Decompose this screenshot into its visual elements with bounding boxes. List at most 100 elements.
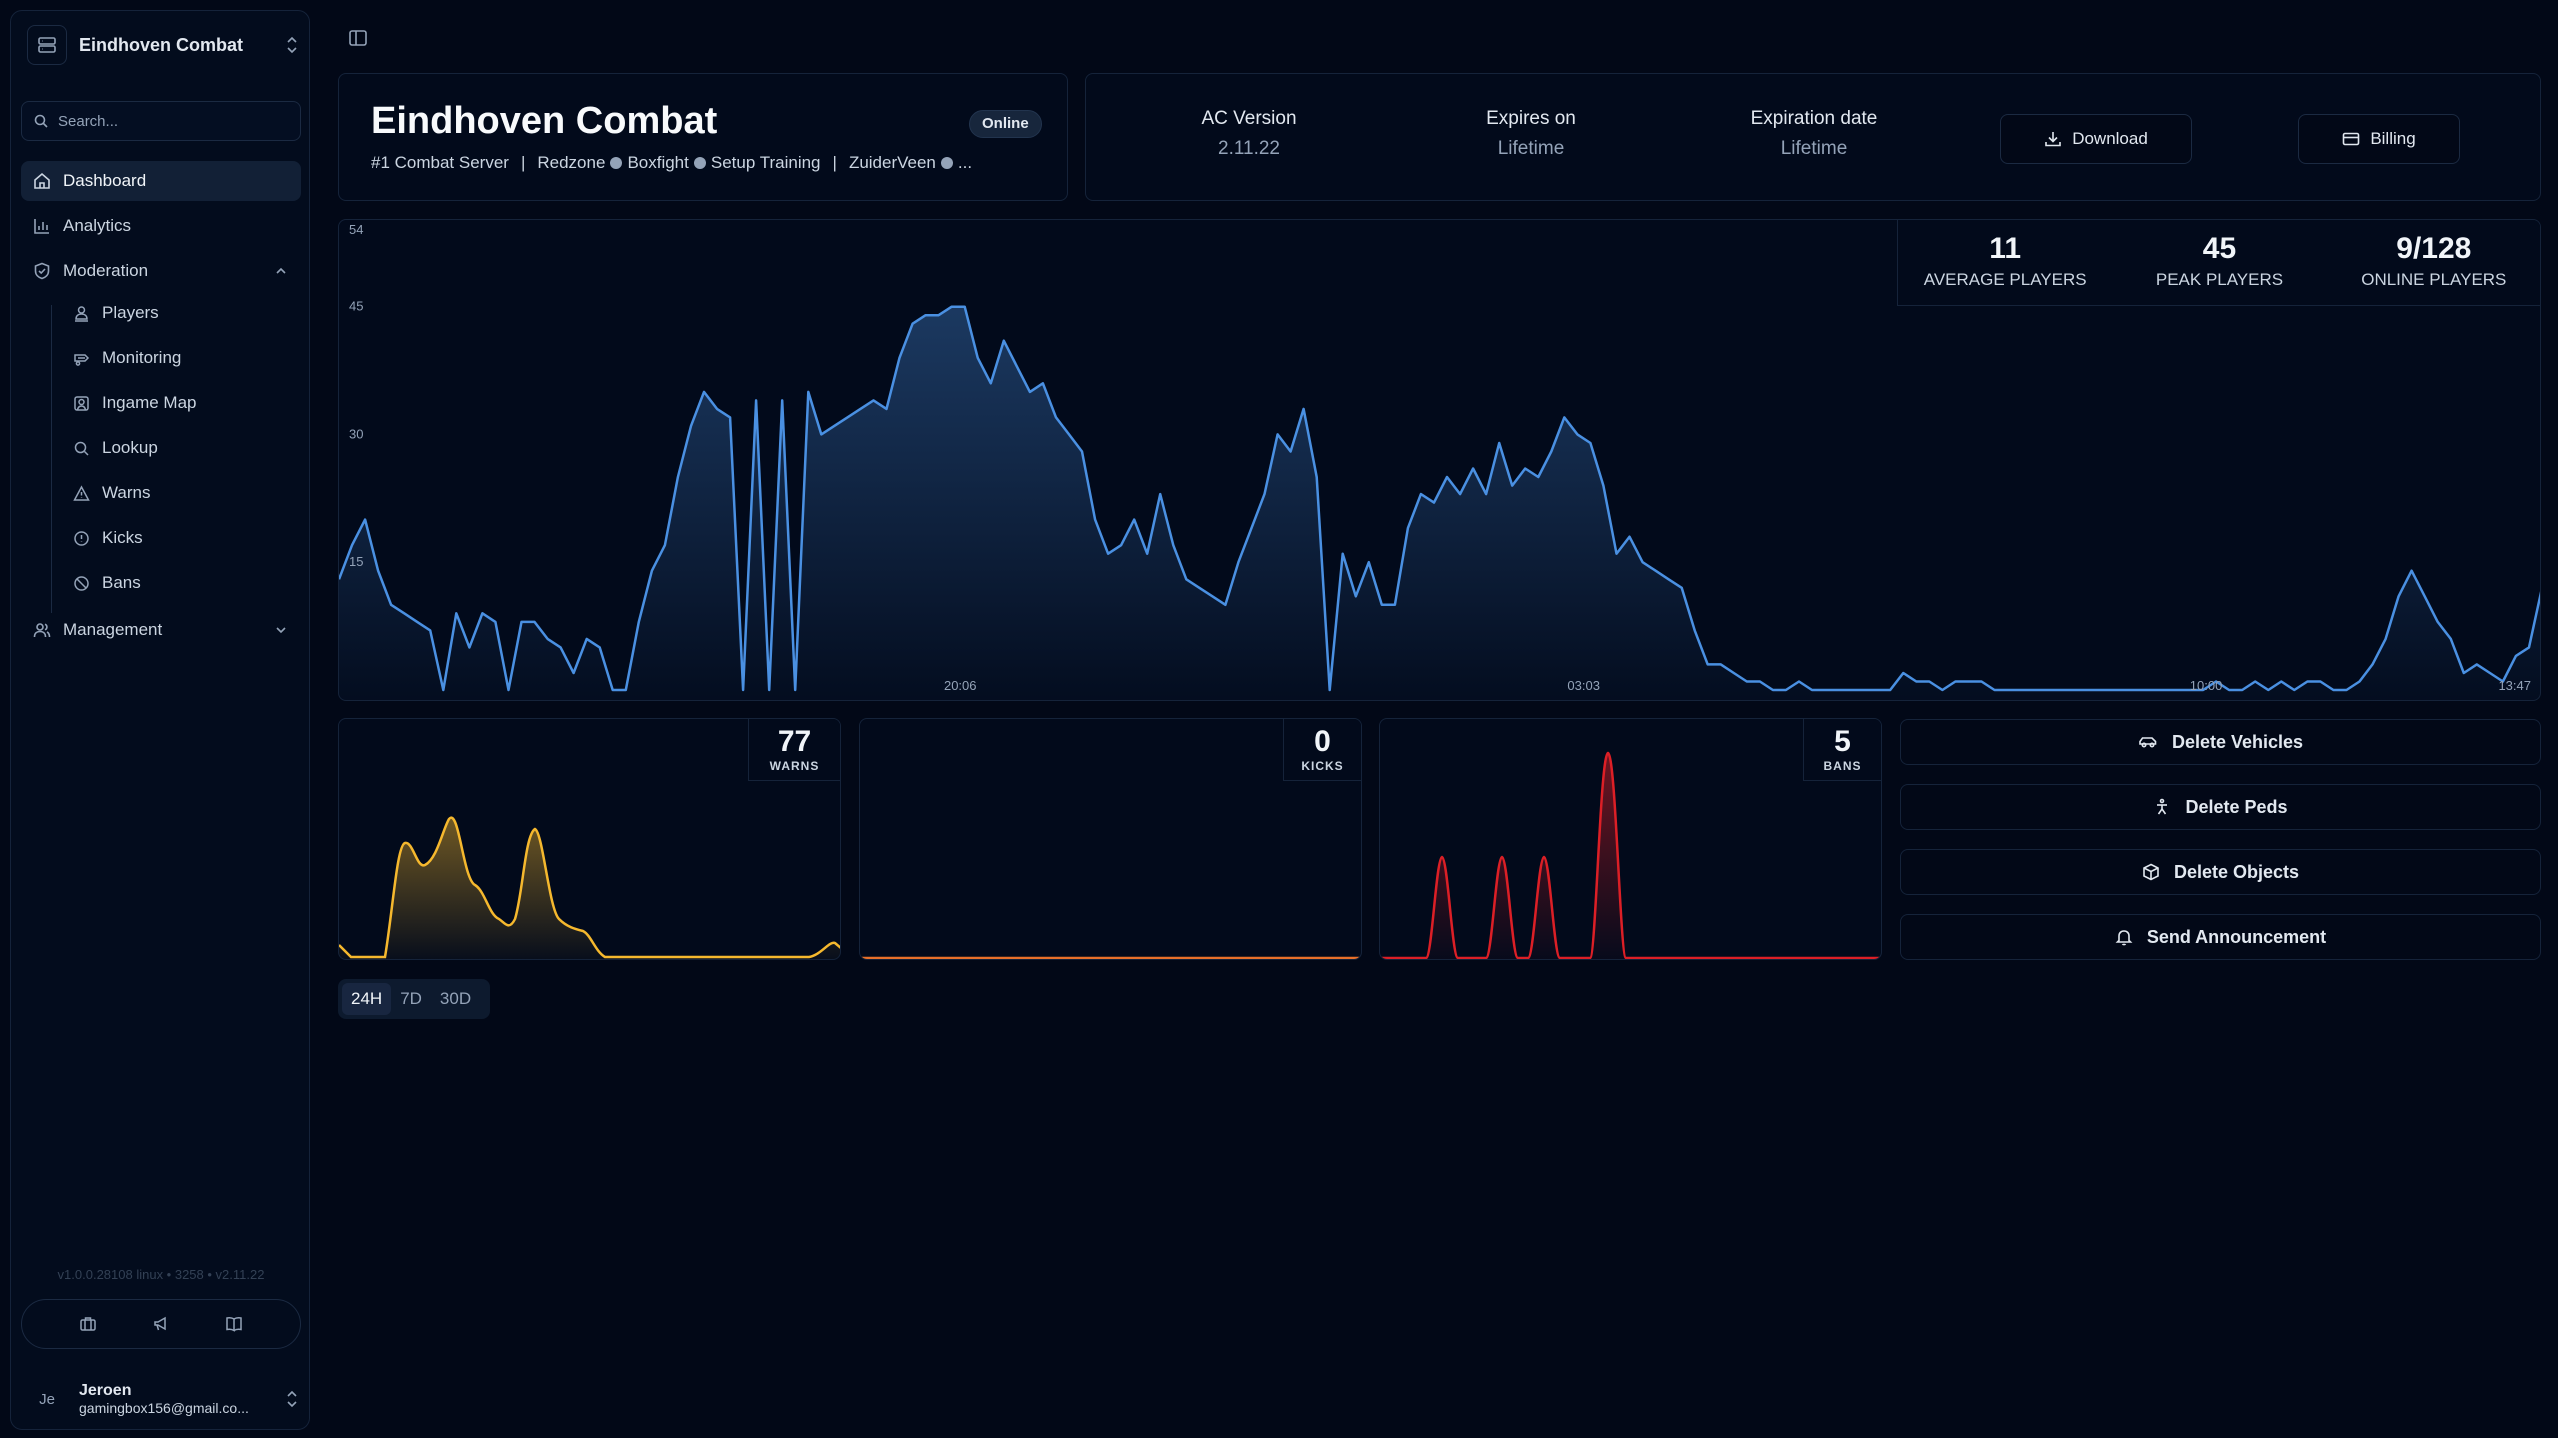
online-players-label: ONLINE PLAYERS (2361, 270, 2507, 289)
delete-peds-button[interactable]: Delete Peds (1900, 784, 2541, 830)
range-24h-button[interactable]: 24H (342, 983, 392, 1015)
search-input[interactable] (56, 111, 276, 131)
y-tick-label: 54 (349, 222, 363, 237)
bans-line (1380, 751, 1881, 959)
location-tag: ZuiderVeen (848, 153, 936, 172)
user-info: Jeroen gamingbox156@gmail.co... (79, 1382, 277, 1416)
online-players-value: 9/128 (2396, 232, 2472, 265)
billing-label: Billing (2370, 129, 2416, 148)
download-label: Download (2072, 129, 2148, 148)
players-chart: 54 45 30 15 20:06 03:03 10:00 13:47 (339, 222, 2540, 700)
book-button[interactable] (214, 1304, 254, 1344)
nav-kicks-label: Kicks (102, 528, 143, 547)
range-7d-button[interactable]: 7D (400, 989, 422, 1008)
bans-count: 5 (1834, 725, 1851, 758)
y-tick-label: 45 (349, 299, 363, 314)
dot-icon (610, 157, 623, 169)
avatar: Je (39, 1390, 55, 1408)
kicks-chart (860, 956, 1361, 959)
nav-monitoring[interactable]: Monitoring (61, 338, 301, 378)
server-subtitle: #1 Combat Server (371, 153, 509, 172)
delete-vehicles-button[interactable]: Delete Vehicles (1900, 719, 2541, 765)
peak-players-label: PEAK PLAYERS (2155, 270, 2284, 289)
sidebar-toggle-button[interactable] (344, 24, 372, 52)
version-info: v1.0.0.28108 linux • 3258 • v2.11.22 (57, 1267, 265, 1282)
bar-chart-icon (33, 217, 51, 235)
kicks-chart-card: 0 KICKS (859, 718, 1362, 960)
nav-lookup[interactable]: Lookup (61, 428, 301, 468)
nav-moderation-label: Moderation (63, 261, 149, 280)
briefcase-icon (80, 1317, 97, 1331)
kicks-label: KICKS (1301, 759, 1344, 773)
ac-version-label: AC Version (1201, 108, 1297, 129)
chevrons-up-down-icon (277, 35, 307, 55)
megaphone-button[interactable] (141, 1304, 181, 1344)
tag: Boxfight (627, 153, 689, 172)
players-chart-card: 54 45 30 15 20:06 03:03 10:00 13:47 11 AVERAGE … (338, 219, 2541, 701)
expiration-label: Expiration date (1750, 108, 1878, 129)
user-pin-icon (73, 305, 90, 322)
nav-bans[interactable]: Bans (61, 563, 301, 603)
separator: | (832, 153, 837, 172)
separator: | (520, 153, 526, 172)
bans-area (1380, 753, 1881, 959)
peak-players-stat: 45 PEAK PLAYERS (2112, 220, 2326, 305)
book-open-icon (225, 1317, 242, 1332)
shield-check-icon (33, 262, 51, 280)
truncation-ellipsis: ... (957, 153, 973, 172)
nav-management[interactable]: Management (21, 610, 301, 650)
tag: Redzone (537, 153, 606, 172)
nav-kicks[interactable]: Kicks (61, 518, 301, 558)
billing-button[interactable]: Billing (2298, 114, 2460, 164)
server-icon (27, 25, 67, 65)
box-icon (2143, 863, 2159, 881)
sidebar: Eindhoven Combat Dashboard Analytics Mod… (10, 10, 310, 1430)
delete-peds-label: Delete Peds (2185, 796, 2288, 817)
nav-players[interactable]: Players (61, 293, 301, 333)
x-tick-label: 03:03 (1567, 678, 1600, 693)
server-name: Eindhoven Combat (79, 34, 244, 55)
bans-label: BANS (1823, 759, 1862, 773)
nav-dashboard[interactable]: Dashboard (21, 161, 301, 201)
send-announcement-button[interactable]: Send Announcement (1900, 914, 2541, 960)
dot-icon (940, 157, 953, 169)
alert-triangle-icon (73, 484, 90, 502)
search-icon (34, 114, 48, 128)
server-tags: #1 Combat Server | Redzone Boxfight Setu… (371, 153, 972, 173)
search-box (21, 101, 301, 141)
nav-management-label: Management (63, 620, 163, 639)
range-30d-button[interactable]: 30D (439, 989, 472, 1008)
delete-objects-button[interactable]: Delete Objects (1900, 849, 2541, 895)
warns-area (339, 817, 840, 959)
user-menu[interactable]: Je Jeroen gamingbox156@gmail.co... (27, 1373, 307, 1425)
time-range-selector: 24H 7D 30D (338, 979, 490, 1019)
chevrons-up-down-icon (277, 1389, 307, 1409)
nav-ingame-map-label: Ingame Map (102, 393, 197, 412)
delete-vehicles-label: Delete Vehicles (2171, 731, 2304, 752)
users-icon (33, 621, 51, 639)
kicks-count: 0 (1314, 725, 1331, 758)
nav-lookup-label: Lookup (102, 438, 158, 457)
chevron-up-icon (273, 263, 289, 279)
nav-analytics[interactable]: Analytics (21, 206, 301, 246)
expires-value: Lifetime (1497, 138, 1565, 159)
online-players-stat: 9/128 ONLINE PLAYERS (2327, 220, 2540, 305)
user-email: gamingbox156@gmail.co... (79, 1400, 249, 1416)
nav-moderation[interactable]: Moderation (21, 251, 301, 291)
car-icon (2139, 737, 2157, 748)
panel-left-icon (349, 30, 367, 46)
home-icon (33, 172, 51, 190)
ac-version-value: 2.11.22 (1218, 138, 1280, 159)
player-stats: 11 AVERAGE PLAYERS 45 PEAK PLAYERS 9/128… (1897, 220, 2540, 306)
license-card: AC Version 2.11.22 Expires on Lifetime E… (1085, 73, 2541, 201)
status-badge: Online (969, 110, 1042, 138)
download-button[interactable]: Download (2000, 114, 2192, 164)
bans-count-badge: 5 BANS (1803, 719, 1881, 781)
dot-icon (693, 157, 706, 169)
briefcase-button[interactable] (68, 1304, 108, 1344)
server-switcher[interactable]: Eindhoven Combat (27, 25, 307, 65)
warns-chart-card: 77 WARNS (338, 718, 841, 960)
warns-label: WARNS (769, 759, 820, 773)
nav-warns[interactable]: Warns (61, 473, 301, 513)
nav-ingame-map[interactable]: Ingame Map (61, 383, 301, 423)
